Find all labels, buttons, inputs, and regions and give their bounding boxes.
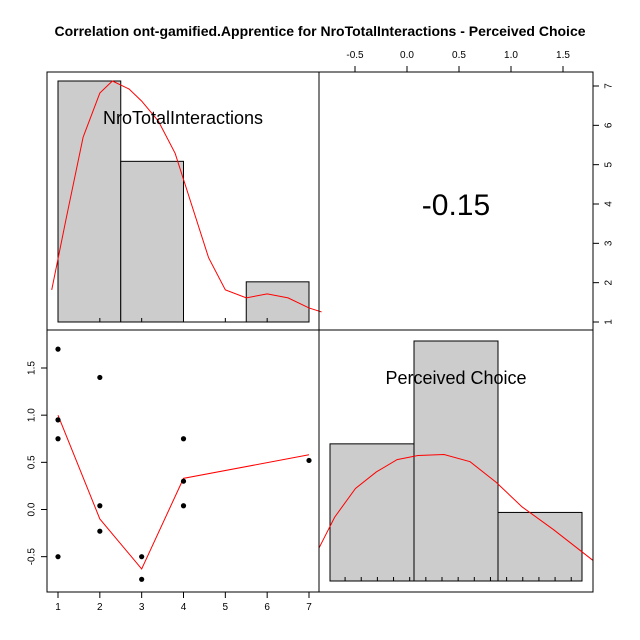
scatter-point xyxy=(180,478,187,484)
top-axis-tick-label: -0.5 xyxy=(346,50,364,61)
top-axis: -0.5 0.0 0.5 1.0 1.5 xyxy=(346,50,570,73)
bottom-axis-tick-label: 5 xyxy=(223,602,229,613)
bottom-axis-tick-label: 3 xyxy=(139,602,145,613)
top-axis-tick-label: 0.5 xyxy=(452,50,466,61)
variable-label-nrototalinteractions: NroTotalInteractions xyxy=(103,108,263,128)
histogram-panel-nrototalinteractions xyxy=(51,80,322,323)
scatter-point xyxy=(97,528,103,534)
scatter-point xyxy=(55,436,61,442)
left-axis-tick-label: 1.0 xyxy=(27,408,38,422)
right-axis-tick-label: 5 xyxy=(604,161,615,167)
right-axis-tick-label: 2 xyxy=(604,279,615,285)
histogram-bar xyxy=(120,160,184,323)
histogram-bar xyxy=(413,340,499,582)
density-curve xyxy=(318,453,594,561)
left-axis: -0.5 0.0 0.5 1.0 1.5 xyxy=(27,361,47,566)
scatter-point xyxy=(97,503,103,509)
scatter-point xyxy=(55,417,61,423)
histogram-bar xyxy=(245,281,310,323)
right-axis-tick-label: 1 xyxy=(604,319,615,325)
bottom-axis-tick-label: 7 xyxy=(306,602,312,613)
panel-frames xyxy=(46,71,594,593)
right-axis-tick-label: 7 xyxy=(604,83,615,89)
top-axis-tick-label: 0.0 xyxy=(400,50,414,61)
density-curve xyxy=(51,80,322,313)
bottom-axis-tick-label: 1 xyxy=(55,602,61,613)
scatter-point xyxy=(180,436,187,442)
bottom-axis: 1 2 3 4 5 6 7 xyxy=(55,592,312,613)
scatter-point xyxy=(180,503,187,509)
scatter-point xyxy=(306,457,312,464)
top-axis-tick-label: 1.0 xyxy=(504,50,518,61)
correlation-panel: -0.15 xyxy=(422,189,490,222)
scatter-point xyxy=(55,346,61,352)
smooth-line xyxy=(57,414,310,570)
histogram-bar xyxy=(497,511,583,582)
left-axis-tick-label: -0.5 xyxy=(27,548,38,566)
chart-title: Correlation ont-gamified.Apprentice for … xyxy=(54,23,585,39)
variable-label-perceived-choice: Perceived Choice xyxy=(385,368,526,388)
left-axis-tick-label: 0.0 xyxy=(27,502,38,516)
right-axis: 1 2 3 4 5 6 7 xyxy=(593,83,615,325)
scatter-point xyxy=(97,374,103,381)
frame-bottom-right xyxy=(318,329,594,593)
scatter-panel xyxy=(55,346,312,582)
bottom-axis-tick-label: 6 xyxy=(264,602,270,613)
bottom-axis-tick-label: 2 xyxy=(97,602,103,613)
left-axis-tick-label: 0.5 xyxy=(27,455,38,469)
right-axis-tick-label: 4 xyxy=(604,201,615,207)
left-axis-tick-label: 1.5 xyxy=(27,361,38,375)
histogram-panel-perceived-choice xyxy=(318,340,594,582)
top-axis-tick-label: 1.5 xyxy=(556,50,570,61)
scatter-point xyxy=(139,576,145,582)
right-axis-tick-label: 3 xyxy=(604,240,615,246)
scatter-point xyxy=(139,554,145,560)
scatter-point xyxy=(55,554,61,560)
histogram-bar xyxy=(329,443,415,582)
correlation-value: -0.15 xyxy=(422,189,490,222)
right-axis-tick-label: 6 xyxy=(604,122,615,128)
bottom-axis-tick-label: 4 xyxy=(181,602,187,613)
